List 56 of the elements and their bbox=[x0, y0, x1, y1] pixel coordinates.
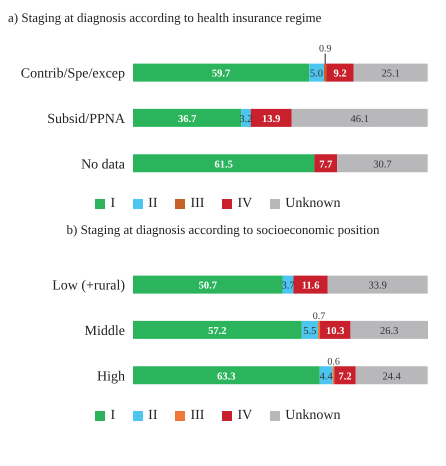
bar bbox=[133, 366, 320, 384]
bar bbox=[133, 154, 314, 172]
data-label: 5.0 bbox=[310, 68, 324, 80]
data-label: 57.2 bbox=[208, 326, 227, 337]
data-label: 0.6 bbox=[327, 356, 340, 368]
data-label: 33.9 bbox=[368, 280, 387, 292]
legend-label: II bbox=[148, 196, 158, 212]
data-label: 63.3 bbox=[217, 371, 236, 382]
legend-label: Unknown bbox=[285, 196, 340, 212]
data-label: 7.2 bbox=[338, 371, 352, 382]
y-tick-label: High bbox=[97, 369, 125, 384]
data-label: 0.9 bbox=[318, 44, 332, 55]
data-label: 25.1 bbox=[381, 68, 400, 80]
legend-label: IV bbox=[237, 408, 252, 424]
data-label: 46.1 bbox=[350, 114, 369, 125]
bar bbox=[133, 108, 242, 127]
y-tick-label: Subsid/PPNA bbox=[47, 112, 126, 127]
legend-label: IV bbox=[237, 196, 252, 212]
chart-title: a) Staging at diagnosis according to health insurance regime bbox=[8, 10, 322, 26]
data-label: 30.7 bbox=[373, 159, 392, 170]
legend-label: III bbox=[190, 196, 204, 212]
data-label: 7.7 bbox=[319, 159, 332, 170]
bar bbox=[324, 64, 327, 82]
data-label: 9.2 bbox=[334, 68, 347, 80]
bar bbox=[292, 108, 428, 127]
data-label: 5.5 bbox=[303, 326, 316, 337]
y-tick-label: Middle bbox=[84, 324, 125, 339]
data-label: 50.7 bbox=[198, 280, 217, 292]
data-label: 0.7 bbox=[312, 310, 326, 322]
data-label: 59.7 bbox=[212, 68, 230, 80]
data-label: 26.3 bbox=[380, 326, 398, 337]
data-label: 13.9 bbox=[262, 114, 280, 125]
bar bbox=[328, 276, 428, 294]
y-tick-label: No data bbox=[81, 157, 126, 172]
bar bbox=[314, 154, 338, 172]
y-tick-label: Contrib/Spe/excep bbox=[20, 66, 125, 82]
legend-label: Unknown bbox=[285, 408, 340, 424]
bar bbox=[133, 64, 310, 82]
bar bbox=[133, 276, 283, 294]
bar bbox=[133, 320, 302, 339]
bar bbox=[350, 320, 428, 339]
bar bbox=[354, 64, 428, 82]
data-label: 11.6 bbox=[302, 280, 320, 292]
chart-title: b) Staging at diagnosis according to socioeconomic position bbox=[65, 222, 381, 238]
data-label: 36.7 bbox=[178, 114, 196, 125]
legend-label: II bbox=[148, 408, 158, 424]
legend-label: I bbox=[110, 408, 116, 424]
data-label: 61.5 bbox=[214, 159, 233, 170]
legend-label: III bbox=[190, 408, 204, 424]
legend-label: I bbox=[110, 196, 116, 212]
bar bbox=[356, 366, 428, 384]
data-label: 24.4 bbox=[382, 371, 402, 382]
data-label: 10.3 bbox=[326, 326, 344, 337]
bar bbox=[337, 154, 428, 172]
bar bbox=[318, 320, 320, 339]
y-tick-label: Low (+rural) bbox=[52, 278, 126, 294]
